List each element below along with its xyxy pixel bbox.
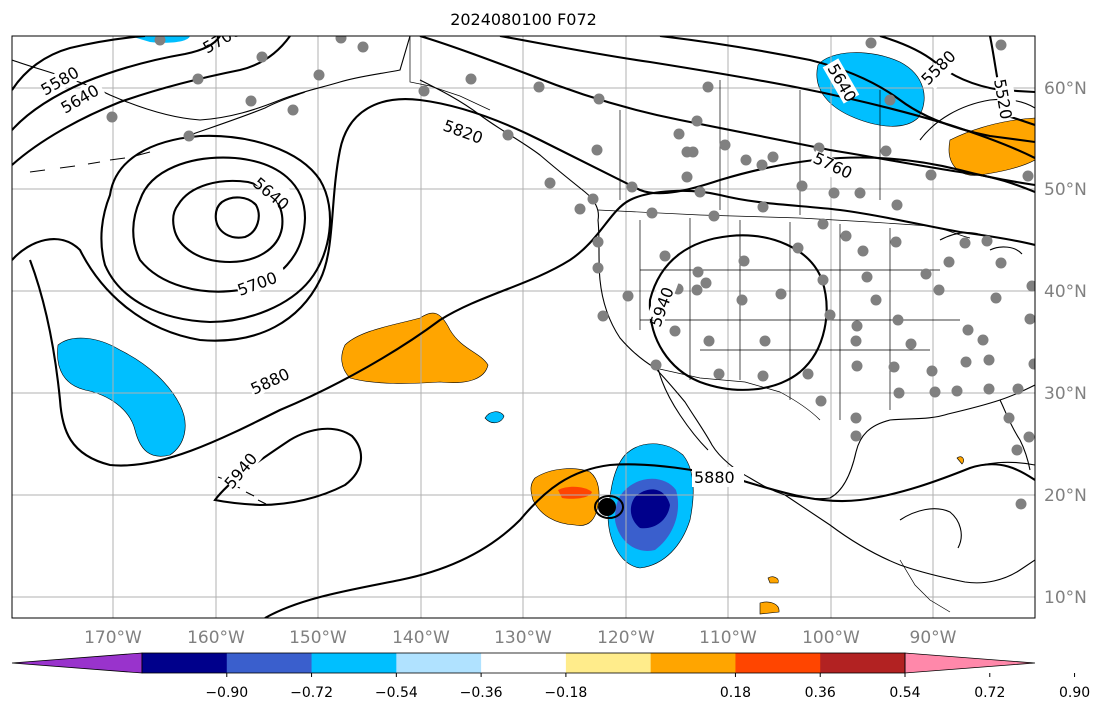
mexico-south-coast bbox=[784, 494, 1035, 584]
contour-5580-ne bbox=[879, 36, 1035, 94]
colorbar-segment bbox=[396, 653, 482, 673]
yucatan bbox=[899, 508, 962, 549]
low-ring-2 bbox=[172, 179, 284, 264]
positive-anomaly-central-pacific bbox=[341, 312, 489, 384]
low-ring-3 bbox=[132, 156, 307, 293]
station-dots bbox=[106, 36, 1035, 510]
florida bbox=[999, 399, 1031, 471]
coastlines bbox=[12, 36, 1035, 584]
colorbar-tick-label: 0.90 bbox=[1059, 685, 1090, 701]
lon-label: 150°W bbox=[289, 628, 347, 648]
lat-label: 10°N bbox=[1044, 588, 1087, 608]
colorbar: −0.90 −0.72 −0.54 −0.36 −0.18 0.18 0.36 0.54 0.7… bbox=[11, 652, 1090, 701]
lat-label: 60°N bbox=[1044, 79, 1087, 99]
contour-label: 5880 bbox=[694, 468, 735, 487]
anomaly-shading bbox=[57, 36, 1035, 615]
colorbar-segment bbox=[820, 653, 906, 673]
baja bbox=[657, 367, 709, 451]
lon-label: 120°W bbox=[597, 628, 655, 648]
low-ring-5700 bbox=[100, 134, 332, 324]
lon-label: 170°W bbox=[84, 628, 142, 648]
colorbar-tick-label: 0.54 bbox=[889, 685, 920, 701]
colorbar-segment bbox=[735, 653, 821, 673]
lon-label: 90°W bbox=[910, 628, 957, 648]
colorbar-segment bbox=[142, 653, 228, 673]
lat-label: 40°N bbox=[1044, 282, 1087, 302]
colorbar-segment bbox=[481, 653, 567, 673]
contour-5940-ring bbox=[648, 234, 828, 391]
latitude-labels: 60°N 50°N 40°N 30°N 20°N 10°N bbox=[1044, 79, 1087, 608]
colorbar-tick-label: −0.54 bbox=[375, 685, 418, 701]
colorbar-tick-label: 0.36 bbox=[805, 685, 836, 701]
map-frame bbox=[11, 35, 1036, 619]
low-inner bbox=[214, 196, 260, 239]
colorbar-extend-low bbox=[11, 652, 143, 674]
contour-labels: 5580 5640 5700 5820 5640 5700 5880 5940 … bbox=[38, 36, 1019, 493]
contour-5580-nw bbox=[12, 36, 146, 91]
colorbar-segment bbox=[226, 653, 313, 673]
lat-label: 30°N bbox=[1044, 384, 1087, 404]
contour-5940-south bbox=[213, 427, 363, 507]
negative-anomaly-small-pacific bbox=[484, 411, 505, 424]
negative-anomaly-hawaii-west bbox=[57, 337, 186, 457]
aleutians bbox=[29, 151, 151, 173]
colorbar-tick-label: −0.90 bbox=[205, 685, 248, 701]
colorbar-tick-label: −0.18 bbox=[544, 685, 587, 701]
map-title: 2024080100 F072 bbox=[450, 10, 597, 29]
deep-negative-core bbox=[630, 489, 670, 529]
lon-label: 160°W bbox=[187, 628, 245, 648]
colorbar-extend-high bbox=[904, 652, 1036, 674]
colorbar-segment bbox=[650, 653, 736, 673]
central-america bbox=[899, 559, 951, 613]
lat-label: 50°N bbox=[1044, 180, 1087, 200]
us-west-coast bbox=[597, 219, 786, 496]
colorbar-tick-label: 0.18 bbox=[720, 685, 751, 701]
lon-label: 140°W bbox=[392, 628, 450, 648]
alaska-peninsula bbox=[189, 91, 306, 136]
positive-anomaly-small-3 bbox=[956, 456, 964, 465]
longitude-labels: 170°W 160°W 150°W 140°W 130°W 120°W 110°… bbox=[84, 628, 957, 648]
graticule bbox=[12, 36, 1035, 618]
colorbar-tick-label: −0.36 bbox=[460, 685, 503, 701]
us-mexico-border bbox=[654, 367, 821, 421]
colorbar-tick-label: 0.72 bbox=[974, 685, 1005, 701]
contour-5760 bbox=[419, 36, 1035, 193]
colorbar-tick-label: −0.72 bbox=[290, 685, 333, 701]
contour-5880-south bbox=[264, 463, 1035, 618]
contour-5820 bbox=[12, 98, 1035, 342]
storm-marker bbox=[594, 495, 624, 519]
hudson-bay bbox=[919, 98, 1035, 141]
lon-label: 100°W bbox=[802, 628, 860, 648]
colorbar-segment bbox=[565, 653, 652, 673]
storm-center bbox=[598, 498, 616, 516]
positive-anomaly-small-1 bbox=[759, 601, 780, 615]
contour-5880-outer bbox=[29, 189, 1035, 467]
strong-positive-core bbox=[558, 486, 592, 499]
lon-label: 130°W bbox=[494, 628, 552, 648]
contour-5640-ne bbox=[659, 36, 1035, 144]
contour-5640-nw bbox=[12, 36, 221, 131]
alaska-canada-border bbox=[409, 36, 491, 111]
colorbar-segment bbox=[311, 653, 397, 673]
storm-ring bbox=[594, 495, 624, 519]
colorbar-segments bbox=[11, 652, 1036, 674]
positive-anomaly-small-2 bbox=[767, 576, 779, 584]
height-contours bbox=[12, 36, 1035, 618]
lat-label: 20°N bbox=[1044, 486, 1087, 506]
lon-label: 110°W bbox=[699, 628, 757, 648]
colorbar-border bbox=[141, 652, 906, 674]
colorbar-ticks: −0.90 −0.72 −0.54 −0.36 −0.18 0.18 0.36 0.54 0.7… bbox=[205, 673, 1090, 701]
